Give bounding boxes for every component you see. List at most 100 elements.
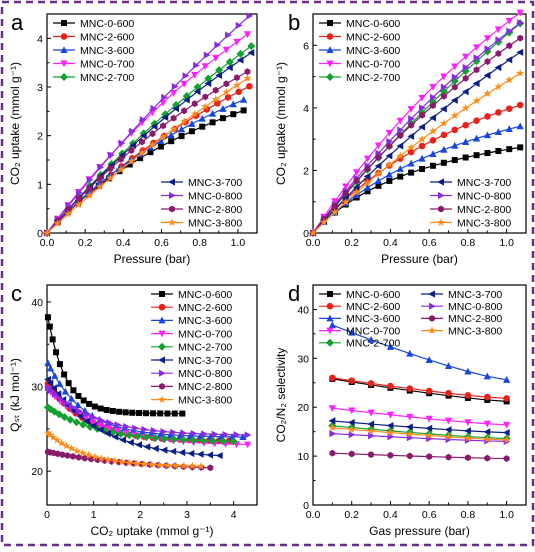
legend-marker-b-MNC-0-600: [327, 20, 333, 26]
data-point-c-MNC-0-700: [105, 425, 113, 433]
data-point-b-MNC-2-800: [517, 34, 524, 42]
data-point-c-MNC-2-800: [69, 453, 76, 460]
legend-marker-d-MNC-0-800: [429, 302, 436, 310]
data-point-b-MNC-3-600: [353, 191, 361, 199]
legend-label-a-MNC-2-700: MNC-2-700: [80, 72, 134, 84]
legend-marker-d-MNC-0-700: [326, 327, 334, 335]
data-point-a-MNC-3-800: [159, 132, 168, 141]
legend-marker-d-MNC-2-600: [326, 302, 334, 310]
data-point-d-MNC-2-800: [464, 454, 471, 462]
data-point-d-MNC-0-700: [425, 415, 433, 423]
data-point-d-MNC-0-800: [368, 432, 375, 440]
data-point-b-MNC-3-800: [494, 82, 503, 91]
data-point-a-MNC-2-800: [117, 155, 124, 163]
data-point-a-MNC-3-800: [127, 157, 136, 165]
data-point-b-MNC-3-700: [341, 194, 349, 202]
data-point-d-MNC-2-800: [484, 454, 491, 462]
legend-label-b-MNC-0-600: MNC-0-600: [346, 18, 400, 30]
data-point-b-MNC-3-700: [440, 105, 447, 113]
series-d-MNC-0-700: [328, 405, 511, 429]
data-point-a-MNC-3-600: [198, 114, 206, 122]
data-point-b-MNC-3-800: [352, 188, 361, 196]
data-point-c-MNC-0-800: [68, 403, 76, 411]
legend-label-c-MNC-0-800: MNC-0-800: [178, 368, 232, 380]
data-point-a-MNC-0-600: [157, 143, 164, 150]
data-point-b-MNC-3-600: [385, 170, 393, 178]
data-point-b-MNC-0-600: [429, 162, 436, 169]
data-point-d-MNC-2-600: [406, 385, 414, 392]
y-tick-label-b: 0: [303, 228, 309, 240]
data-point-d-MNC-0-700: [444, 417, 453, 425]
data-point-a-MNC-0-600: [199, 123, 206, 130]
panels-group: a 0.0 0.2 0.4 0.6 0.8 1.0 0 1 2 3 4 Pressure (bar) CO…: [8, 9, 527, 538]
data-point-a-MNC-0-600: [209, 119, 216, 126]
data-point-a-MNC-0-800: [203, 51, 211, 59]
data-point-c-MNC-0-800: [106, 419, 113, 427]
data-point-c-MNC-2-700: [189, 436, 198, 445]
data-point-c-MNC-0-800: [160, 427, 168, 436]
data-point-d-MNC-2-800: [387, 451, 394, 459]
data-point-b-MNC-0-700: [353, 169, 361, 177]
data-point-c-MNC-2-700: [125, 431, 134, 440]
data-point-d-MNC-3-700: [328, 417, 336, 425]
legend-marker-a-MNC-2-800: [169, 205, 175, 213]
data-point-c-MNC-0-600: [91, 403, 98, 410]
legend-marker-d-MNC-0-600: [327, 291, 333, 297]
data-point-a-MNC-3-700: [215, 71, 223, 80]
data-point-a-MNC-0-800: [150, 104, 158, 113]
data-point-c-MNC-3-700: [187, 449, 195, 458]
data-point-c-MNC-3-800: [110, 456, 119, 465]
data-point-b-MNC-3-700: [483, 71, 491, 80]
data-point-c-MNC-3-800: [117, 457, 126, 466]
data-point-c-MNC-3-700: [169, 447, 177, 456]
legend-marker-b-MNC-0-800: [438, 191, 445, 200]
data-point-b-MNC-3-800: [385, 160, 394, 169]
panel-letter-b: b: [288, 10, 300, 35]
data-point-b-MNC-2-600: [418, 142, 426, 150]
data-point-b-MNC-3-600: [374, 177, 383, 184]
data-point-c-MNC-2-700: [60, 413, 69, 422]
data-point-b-MNC-0-700: [407, 106, 415, 113]
data-point-d-MNC-3-700: [425, 424, 433, 432]
data-point-b-MNC-3-800: [319, 218, 328, 226]
data-point-c-MNC-3-800: [180, 461, 189, 470]
data-point-c-MNC-3-800: [103, 455, 112, 464]
data-point-c-MNC-0-800: [201, 430, 208, 438]
data-point-c-MNC-3-800: [197, 462, 205, 470]
data-point-b-MNC-3-700: [352, 183, 360, 191]
series-d-MNC-3-700: [328, 417, 510, 437]
data-point-c-MNC-3-800: [155, 460, 164, 469]
legend-marker-b-MNC-0-700: [326, 60, 334, 68]
series-c-MNC-3-800: [43, 428, 205, 470]
data-point-d-MNC-3-600: [328, 321, 336, 329]
data-point-b-MNC-2-600: [407, 148, 415, 156]
data-point-b-MNC-2-800: [353, 177, 360, 185]
data-point-b-MNC-3-600: [494, 128, 502, 136]
series-d-MNC-3-600: [328, 321, 511, 383]
data-point-d-MNC-2-600: [503, 395, 510, 402]
data-point-a-MNC-3-600: [219, 105, 227, 112]
data-point-c-MNC-3-800: [171, 461, 180, 470]
data-point-c-MNC-0-600: [53, 349, 60, 356]
data-point-a-MNC-0-600: [188, 128, 195, 135]
data-point-c-MNC-2-800: [207, 464, 214, 472]
series-line-d-MNC-3-800: [332, 427, 507, 441]
data-point-a-MNC-3-600: [177, 125, 186, 133]
series-b-MNC-0-700: [309, 9, 524, 237]
data-point-b-MNC-3-800: [505, 75, 514, 84]
x-tick-label-b: 0.0: [306, 237, 321, 249]
data-point-a-MNC-0-800: [97, 163, 105, 172]
data-point-b-MNC-0-600: [364, 188, 371, 195]
legend-marker-c-MNC-0-600: [159, 291, 165, 297]
x-tick-label-b: 0.2: [344, 237, 359, 249]
data-point-b-MNC-2-800: [473, 66, 480, 74]
panel-letter-d: d: [288, 281, 300, 306]
data-point-d-MNC-0-700: [464, 419, 472, 427]
data-point-b-MNC-3-600: [451, 141, 459, 149]
series-a-MNC-0-800: [44, 12, 254, 237]
panel-c: c 0 1 2 3 4 20 30 40 CO₂ uptake (mmol g⁻¹) Qₛₜ (kJ…: [8, 281, 258, 538]
data-point-a-MNC-3-800: [53, 219, 62, 227]
